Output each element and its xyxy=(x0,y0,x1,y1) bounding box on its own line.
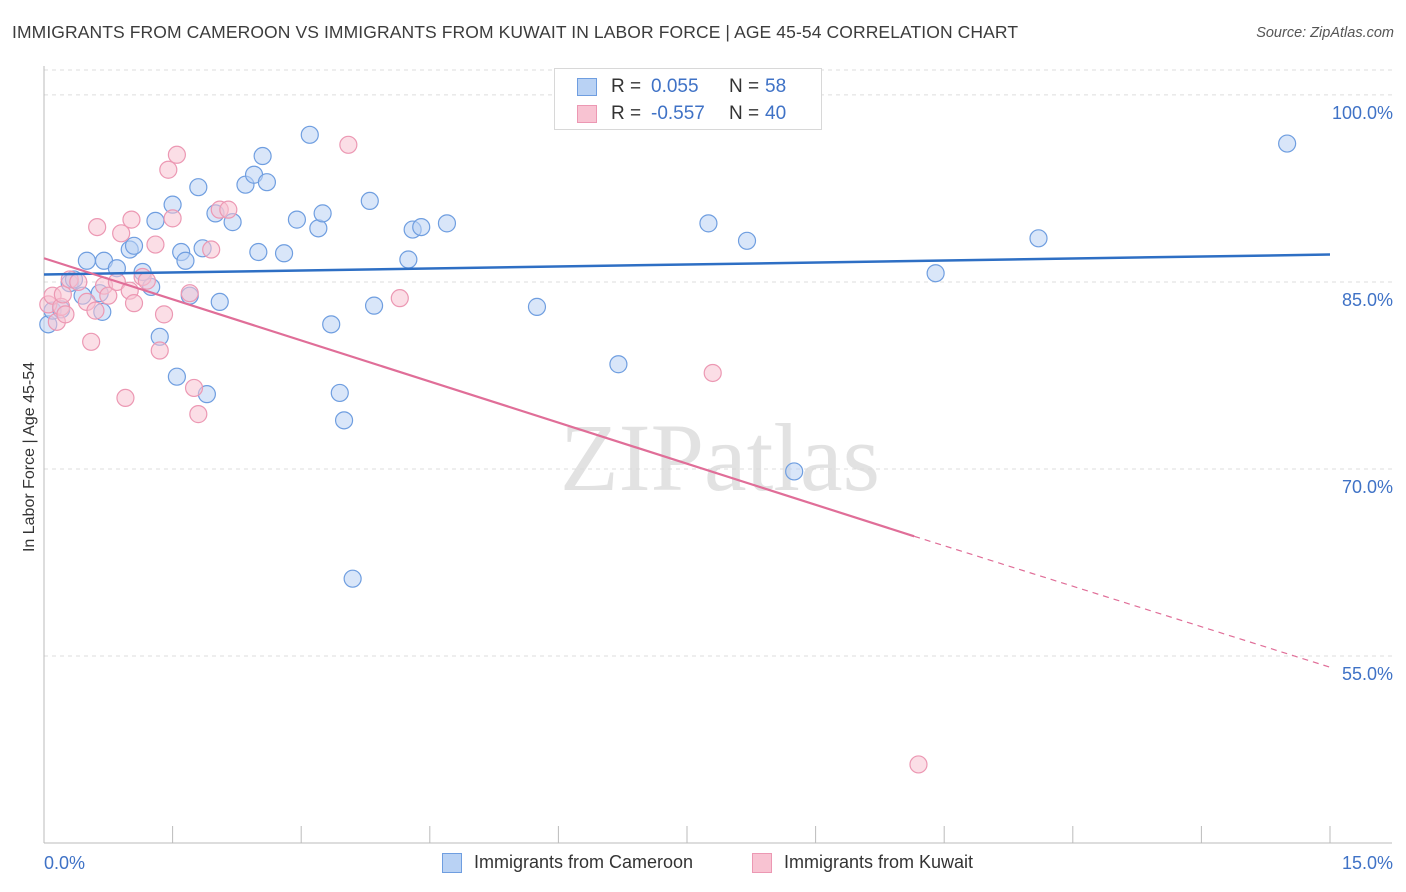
cameroon-point xyxy=(309,219,328,238)
kuwait-point xyxy=(180,284,199,303)
cameroon-point xyxy=(146,211,165,230)
legend-n-label: N = xyxy=(729,103,760,124)
kuwait-point xyxy=(390,289,409,308)
kuwait-point xyxy=(86,301,105,320)
kuwait-trend-line xyxy=(43,257,915,538)
grid-lines xyxy=(44,69,1392,657)
cameroon-point xyxy=(926,264,945,283)
cameroon-point xyxy=(189,178,208,197)
kuwait-point xyxy=(99,286,118,305)
legend-n-value: 58 xyxy=(765,76,787,97)
kuwait-trend-extension xyxy=(914,535,1331,668)
kuwait-point xyxy=(909,755,928,774)
trend-lines xyxy=(43,253,1331,668)
y-tick-label: 55.0% xyxy=(1342,664,1393,684)
legend-swatch-kuwait xyxy=(577,105,597,123)
cameroon-point xyxy=(334,411,354,430)
kuwait-point xyxy=(189,405,208,424)
cameroon-point xyxy=(176,251,195,270)
cameroon-point xyxy=(300,125,319,144)
kuwait-point xyxy=(69,272,88,292)
cameroon-point xyxy=(699,214,718,233)
cameroon-point xyxy=(360,191,379,211)
kuwait-point xyxy=(184,378,204,398)
tick-labels: 55.0% 70.0% 85.0% 100.0% 0.0% 15.0% xyxy=(44,103,1393,873)
y-tick-label: 85.0% xyxy=(1342,290,1393,310)
series-swatch-kuwait xyxy=(752,852,772,873)
legend-swatch-cameroon xyxy=(577,78,597,96)
legend-n-value: 40 xyxy=(765,103,787,124)
series-legend-cameroon[interactable]: Immigrants from Cameroon xyxy=(442,852,693,873)
kuwait-point xyxy=(167,145,186,164)
cameroon-point xyxy=(210,292,229,311)
legend-r-label: R = xyxy=(611,76,642,97)
legend-r-value: 0.055 xyxy=(651,76,699,97)
legend-r-label: R = xyxy=(611,103,642,124)
kuwait-point xyxy=(150,341,169,360)
source-credit: Source: ZipAtlas.com xyxy=(1256,25,1394,41)
cameroon-point xyxy=(257,173,277,192)
kuwait-point xyxy=(124,294,144,313)
x-tick-label: 15.0% xyxy=(1342,853,1393,873)
cameroon-point xyxy=(330,383,349,403)
cameroon-point xyxy=(287,210,307,229)
y-tick-label: 100.0% xyxy=(1332,103,1393,123)
axes xyxy=(43,66,1392,844)
kuwait-point xyxy=(339,135,358,154)
cameroon-point xyxy=(1278,134,1297,153)
cameroon-point xyxy=(322,315,341,334)
legend-row-cameroon: R = 0.055 N = 58 xyxy=(577,75,786,99)
cameroon-point xyxy=(249,242,268,262)
cameroon-point xyxy=(437,214,457,233)
kuwait-point xyxy=(163,209,182,228)
cameroon-point xyxy=(274,244,294,263)
correlation-legend: R = 0.055 N = 58 R = -0.557 N = 40 xyxy=(554,68,822,130)
y-tick-label: 70.0% xyxy=(1342,477,1393,497)
cameroon-point xyxy=(124,236,144,255)
cameroon-point xyxy=(399,250,418,269)
kuwait-point xyxy=(53,285,72,304)
series-swatch-cameroon xyxy=(442,852,462,873)
kuwait-point xyxy=(159,160,178,179)
kuwait-point xyxy=(82,332,101,351)
kuwait-point xyxy=(116,388,135,408)
cameroon-point xyxy=(77,251,96,270)
cameroon-point xyxy=(167,367,186,386)
watermark: ZIPatlas xyxy=(560,404,880,511)
legend-r-value: -0.557 xyxy=(651,103,705,124)
x-tick-label: 0.0% xyxy=(44,853,85,873)
legend-n-label: N = xyxy=(729,76,760,97)
cameroon-point xyxy=(313,204,332,223)
kuwait-point xyxy=(202,240,221,259)
kuwait-point xyxy=(56,305,75,324)
cameroon-trend-line xyxy=(43,253,1331,276)
cameroon-point xyxy=(609,355,628,374)
kuwait-point xyxy=(703,363,722,383)
kuwait-point xyxy=(137,271,156,290)
series-name-cameroon: Immigrants from Cameroon xyxy=(474,852,694,872)
series-legend-kuwait[interactable]: Immigrants from Kuwait xyxy=(752,852,973,873)
kuwait-point xyxy=(112,224,131,243)
legend-row-kuwait: R = -0.557 N = 40 xyxy=(577,102,786,126)
kuwait-point xyxy=(146,235,165,254)
cameroon-point xyxy=(737,231,757,250)
cameroon-point xyxy=(343,569,362,588)
kuwait-point xyxy=(219,200,238,219)
chart-title: IMMIGRANTS FROM CAMEROON VS IMMIGRANTS F… xyxy=(12,22,1019,42)
series-name-kuwait: Immigrants from Kuwait xyxy=(784,852,974,872)
cameroon-point xyxy=(527,297,547,316)
cameroon-point xyxy=(412,217,431,237)
cameroon-point xyxy=(785,462,804,481)
data-points xyxy=(39,125,1297,774)
cameroon-point xyxy=(1029,229,1048,248)
kuwait-point xyxy=(122,210,141,229)
kuwait-point xyxy=(154,305,174,324)
cameroon-point xyxy=(253,146,272,166)
cameroon-point xyxy=(364,296,384,315)
kuwait-point xyxy=(88,217,107,237)
series-legend: Immigrants from Cameroon Immigrants from… xyxy=(0,852,1406,876)
